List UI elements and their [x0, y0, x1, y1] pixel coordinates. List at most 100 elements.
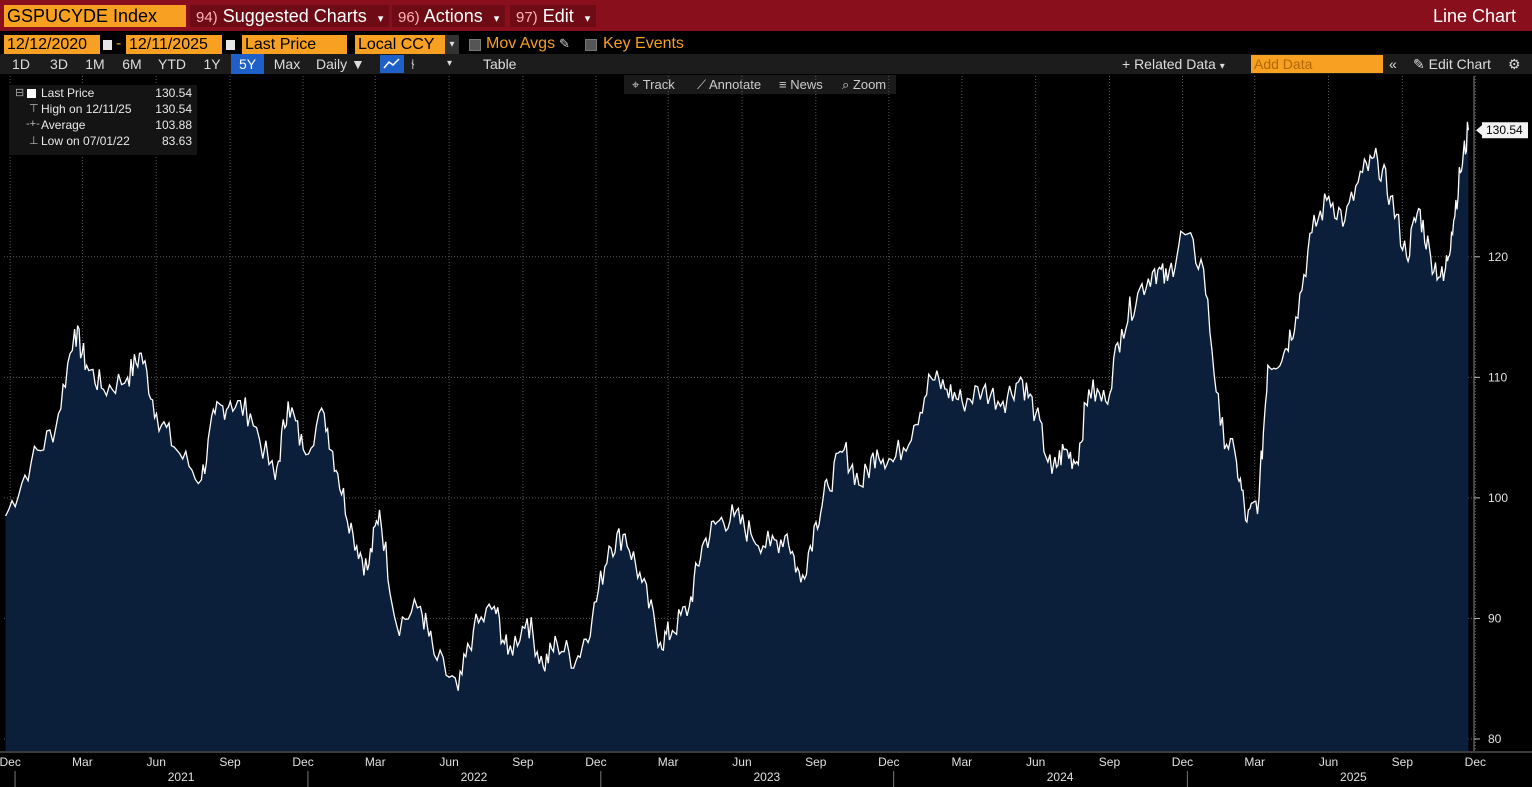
- menu-label: Actions: [423, 6, 483, 26]
- zoom-icon: ⌕: [842, 77, 850, 92]
- period-3d[interactable]: 3D: [50, 56, 68, 72]
- calendar-icon[interactable]: [225, 39, 236, 51]
- menu-number: 94): [196, 9, 218, 26]
- legend-value: 130.54: [155, 102, 192, 116]
- last-value-pointer: [1476, 125, 1482, 136]
- key-events-checkbox[interactable]: [585, 39, 597, 51]
- field-selector[interactable]: Last Price: [242, 35, 347, 54]
- y-tick-label: 90: [1488, 611, 1502, 625]
- add-data-input[interactable]: Add Data: [1251, 55, 1383, 73]
- key-events-label[interactable]: Key Events: [603, 35, 684, 52]
- pencil-icon: ✎: [1413, 56, 1425, 72]
- legend: ⊟ Last Price 130.54 ⊤ High on 12/11/25 1…: [9, 85, 197, 155]
- period-1y[interactable]: 1Y: [203, 56, 221, 72]
- period-1m[interactable]: 1M: [85, 56, 105, 72]
- x-tick-label: Mar: [365, 755, 386, 769]
- caret-down-icon: ▾: [377, 13, 384, 25]
- chart-tools: [624, 75, 896, 94]
- calendar-icon[interactable]: [102, 39, 113, 51]
- currency-dropdown-icon[interactable]: ▾: [445, 35, 459, 54]
- x-tick-label: Mar: [72, 755, 93, 769]
- x-tick-label: Dec: [585, 755, 606, 769]
- annotate-icon: ⟋: [697, 77, 707, 92]
- series-swatch: [27, 89, 36, 98]
- legend-value: 83.63: [161, 134, 192, 148]
- zoom-label: Zoom: [852, 77, 887, 92]
- x-tick-label: Sep: [512, 755, 534, 769]
- pencil-icon[interactable]: ✎: [559, 36, 570, 51]
- legend-row-last-price: ⊟ Last Price 130.54: [9, 86, 197, 102]
- menu-number: 97): [516, 9, 538, 26]
- period-max[interactable]: Max: [273, 56, 301, 72]
- y-tick-label: 80: [1488, 732, 1502, 746]
- line-chart-glyph: [383, 58, 400, 69]
- x-year-label: 2025: [1340, 770, 1367, 784]
- currency-selector[interactable]: Local CCY: [355, 35, 445, 54]
- period-5y[interactable]: 5Y: [231, 54, 264, 74]
- period-6m[interactable]: 6M: [122, 56, 142, 72]
- menu-number: 96): [398, 9, 420, 26]
- y-tick-label: 100: [1488, 491, 1508, 505]
- x-year-label: 2021: [168, 770, 195, 784]
- period-ytd[interactable]: YTD: [158, 56, 186, 72]
- price-area: [5, 121, 1469, 752]
- y-tick-label: 120: [1488, 250, 1508, 264]
- legend-label: Average: [41, 118, 86, 132]
- caret-down-icon: ▾: [1219, 61, 1225, 72]
- x-tick-label: Sep: [219, 755, 241, 769]
- legend-row-low: ⊥ Low on 07/01/22 83.63: [9, 134, 197, 150]
- crosshair-icon: ⌖: [632, 77, 640, 92]
- zoom-tool[interactable]: ⌕ Zoom: [842, 77, 886, 93]
- x-tick-label: Jun: [1026, 755, 1045, 769]
- x-tick-label: Dec: [878, 755, 899, 769]
- legend-value: 103.88: [155, 118, 192, 132]
- x-tick-label: Dec: [292, 755, 313, 769]
- related-data-label: + Related Data: [1122, 56, 1216, 72]
- mov-avgs-checkbox[interactable]: [469, 39, 481, 51]
- date-separator: -: [116, 35, 122, 52]
- chart-type-dropdown-icon[interactable]: ▾: [447, 58, 453, 69]
- edit-chart-button[interactable]: ✎ Edit Chart: [1413, 54, 1491, 74]
- collapse-icon[interactable]: «: [1389, 56, 1397, 72]
- legend-value: 130.54: [155, 86, 192, 100]
- news-label: News: [790, 77, 823, 92]
- chart-type-title: Line Chart: [1432, 6, 1516, 26]
- x-tick-label: Jun: [1319, 755, 1338, 769]
- annotate-tool[interactable]: ⟋ Annotate: [697, 77, 761, 93]
- legend-label: Last Price: [41, 86, 95, 100]
- period-1d[interactable]: 1D: [12, 56, 30, 72]
- news-icon: ≡: [779, 77, 787, 92]
- low-marker-icon: ⊥: [29, 135, 39, 147]
- last-value-label: 130.54: [1486, 123, 1523, 137]
- caret-down-icon: ▾: [493, 13, 500, 25]
- collapse-icon[interactable]: ⊟: [15, 87, 25, 99]
- related-data-button[interactable]: + Related Data ▾: [1122, 54, 1225, 77]
- table-button[interactable]: Table: [483, 56, 517, 72]
- track-tool[interactable]: ⌖ Track: [632, 77, 675, 93]
- frequency-selector[interactable]: Daily ▼: [316, 54, 365, 74]
- last-value-tag: [1482, 122, 1528, 139]
- frequency-label: Daily: [316, 56, 348, 72]
- news-tool[interactable]: ≡ News: [779, 77, 823, 92]
- start-date-field[interactable]: 12/12/2020: [4, 35, 100, 54]
- ticker-field[interactable]: GSPUCYDE Index: [4, 5, 186, 27]
- y-axis: 80 90 100 110 120 130.54: [1473, 76, 1528, 751]
- x-year-label: 2022: [461, 770, 488, 784]
- end-date-field[interactable]: 12/11/2025: [126, 35, 222, 54]
- gear-icon[interactable]: ⚙: [1508, 56, 1521, 72]
- legend-label: Low on 07/01/22: [41, 134, 130, 148]
- edit-menu[interactable]: 97) Edit ▾: [510, 5, 597, 27]
- mov-avgs-label[interactable]: Mov Avgs: [486, 35, 556, 52]
- x-tick-label: Jun: [732, 755, 751, 769]
- x-tick-label: Sep: [1392, 755, 1414, 769]
- x-tick-label: Sep: [1099, 755, 1121, 769]
- actions-menu[interactable]: 96) Actions ▾: [392, 5, 506, 27]
- suggested-charts-menu[interactable]: 94) Suggested Charts ▾: [190, 5, 390, 27]
- x-year-label: 2024: [1047, 770, 1074, 784]
- legend-row-average: -+- Average 103.88: [9, 118, 197, 134]
- price-line: [5, 121, 1470, 691]
- price-chart[interactable]: 80 90 100 110 120 130.54 Dec Mar Jun Sep Dec Mar Ju…: [0, 76, 1532, 787]
- bar-chart-icon[interactable]: ⫮: [411, 56, 415, 72]
- caret-down-icon: ▼: [351, 56, 365, 72]
- line-chart-icon[interactable]: [380, 55, 404, 73]
